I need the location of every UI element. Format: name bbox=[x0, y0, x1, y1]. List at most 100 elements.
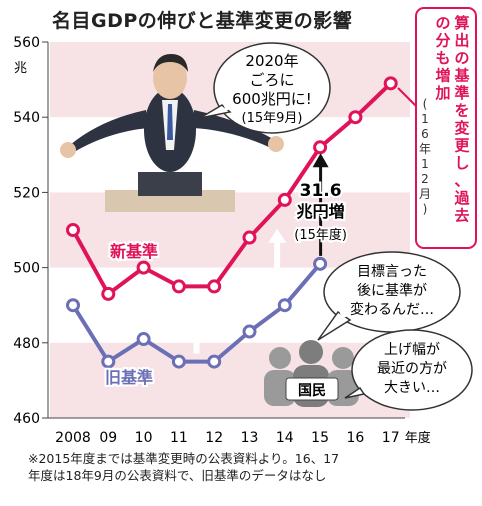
old-standard-point bbox=[277, 298, 292, 313]
x-tick-label: 16 bbox=[346, 430, 364, 446]
side-note-date-char: 月 bbox=[419, 187, 431, 201]
x-axis: 2008 09 10 11 12 13 14 15 16 17 年度 bbox=[48, 417, 431, 446]
side-note-char: 増 bbox=[435, 67, 450, 85]
old-standard-point bbox=[171, 354, 186, 369]
new-standard-point bbox=[66, 223, 80, 237]
side-note-date-char: 6 bbox=[421, 127, 429, 141]
old-standard-point bbox=[66, 298, 80, 313]
gap-arrow-head bbox=[116, 290, 135, 305]
side-note-date-char: 1 bbox=[421, 112, 429, 126]
speech-line-goroni: ごろに bbox=[249, 71, 294, 89]
side-note-char: も bbox=[435, 49, 450, 67]
old-standard-point bbox=[207, 354, 222, 369]
speech-line-year: 2020年 bbox=[245, 52, 298, 70]
new-standard-point bbox=[383, 76, 398, 91]
new-standard-point bbox=[207, 279, 222, 294]
citizen-quote-2-line-3: 大きい… bbox=[384, 380, 440, 396]
side-note-char: 変 bbox=[454, 119, 469, 137]
new-standard-point bbox=[277, 192, 292, 207]
side-note-date-char: 年 bbox=[419, 142, 431, 156]
chart-title: 名目GDPの伸びと基準変更の影響 bbox=[52, 10, 353, 32]
side-note-char: 基 bbox=[453, 67, 470, 85]
series-points-old-standard bbox=[66, 256, 328, 369]
side-note-date-char: ) bbox=[423, 202, 428, 216]
y-tick-label: 520 bbox=[13, 185, 40, 201]
citizen-bubble-1: 目標言った 後に基準が 変わるんだ… bbox=[317, 251, 461, 341]
series-points-new-standard bbox=[66, 76, 398, 301]
gap-arrow-head bbox=[187, 296, 206, 311]
citizen-quote-2-line-2: 最近の方が bbox=[377, 361, 447, 377]
x-tick-label: 2008 bbox=[55, 430, 91, 446]
increase-period: (15年度) bbox=[294, 227, 347, 243]
increase-arrow-head bbox=[312, 153, 329, 168]
side-note-date-char: 1 bbox=[421, 157, 429, 171]
citizen-bubble-2: 上げ幅が 最近の方が 大きい… bbox=[344, 329, 473, 411]
x-tick-label: 13 bbox=[241, 430, 259, 446]
side-note-char: 去 bbox=[454, 207, 469, 225]
citizen-quote-1-line-1: 目標言った bbox=[357, 264, 427, 280]
x-tick-label: 14 bbox=[276, 430, 294, 446]
y-unit-label: 兆 bbox=[14, 61, 27, 76]
increase-annotation: 31.6 兆円増 (15年度) bbox=[292, 153, 349, 256]
side-note-char: し bbox=[454, 154, 469, 172]
citizens-illustration: 国民 bbox=[264, 340, 359, 407]
series-label-old-standard: 旧基準 bbox=[105, 368, 153, 387]
side-note-char: 過 bbox=[453, 189, 470, 207]
new-standard-point bbox=[242, 230, 257, 245]
side-note-char: の bbox=[454, 49, 469, 67]
new-standard-point bbox=[348, 110, 363, 125]
new-standard-point bbox=[171, 279, 186, 294]
x-tick-label: 09 bbox=[99, 430, 117, 446]
y-tick-label: 500 bbox=[13, 261, 40, 277]
speech-line-date: (15年9月) bbox=[242, 111, 303, 126]
old-standard-point bbox=[313, 256, 328, 271]
increase-unit: 兆円増 bbox=[297, 202, 345, 221]
side-note-char: 算 bbox=[454, 14, 469, 32]
y-tick-label: 460 bbox=[13, 411, 40, 427]
old-standard-point bbox=[136, 332, 151, 347]
x-tick-label: 12 bbox=[205, 430, 223, 446]
y-tick-label: 540 bbox=[13, 110, 40, 126]
x-unit-label: 年度 bbox=[405, 430, 431, 446]
speech-line-target: 600兆円に! bbox=[232, 90, 312, 108]
side-note-date-char: 2 bbox=[421, 172, 429, 186]
gap-arrow-head bbox=[268, 228, 287, 243]
citizen-quote-2-line-1: 上げ幅が bbox=[384, 342, 440, 358]
x-tick-label: 10 bbox=[135, 430, 153, 446]
side-note-char: 分 bbox=[435, 32, 450, 50]
old-standard-point bbox=[242, 324, 257, 339]
y-tick-label: 480 bbox=[13, 336, 40, 352]
x-tick-label: 11 bbox=[170, 430, 188, 446]
y-tick-label: 560 bbox=[13, 35, 40, 51]
side-note-char: 更 bbox=[454, 137, 470, 155]
x-tick-label: 17 bbox=[382, 430, 400, 446]
citizen-quote-1-line-3: 変わるんだ… bbox=[350, 301, 434, 318]
new-standard-point bbox=[313, 140, 328, 155]
increase-value: 31.6 bbox=[300, 181, 342, 201]
side-note-char: を bbox=[454, 102, 469, 120]
side-note-date-char: ( bbox=[423, 97, 428, 111]
side-note-char: 準 bbox=[454, 84, 469, 102]
side-note-char: の bbox=[435, 14, 450, 32]
old-standard-point bbox=[101, 354, 116, 369]
side-note-char: 、 bbox=[454, 172, 469, 190]
series-label-new-standard: 新基準 bbox=[110, 242, 158, 261]
new-standard-point bbox=[136, 260, 151, 275]
side-note-char: 出 bbox=[454, 32, 469, 50]
side-note-char: 加 bbox=[434, 84, 450, 102]
footnote: ※2015年度までは基準変更時の公表資料より。16、17 年度は18年9月の公表… bbox=[28, 451, 340, 483]
new-standard-point bbox=[101, 286, 116, 301]
citizen-quote-1-line-2: 後に基準が bbox=[357, 282, 427, 299]
gap-arrows bbox=[116, 228, 287, 354]
x-tick-label: 15 bbox=[311, 430, 329, 446]
series-line-new-standard bbox=[71, 81, 393, 296]
y-axis: 460 480 500 520 540 560 兆 bbox=[13, 35, 49, 427]
speaker-speech-bubble: 2020年 ごろに 600兆円に! (15年9月) bbox=[199, 42, 331, 134]
speaker-illustration bbox=[60, 54, 284, 212]
citizens-label: 国民 bbox=[298, 383, 326, 399]
